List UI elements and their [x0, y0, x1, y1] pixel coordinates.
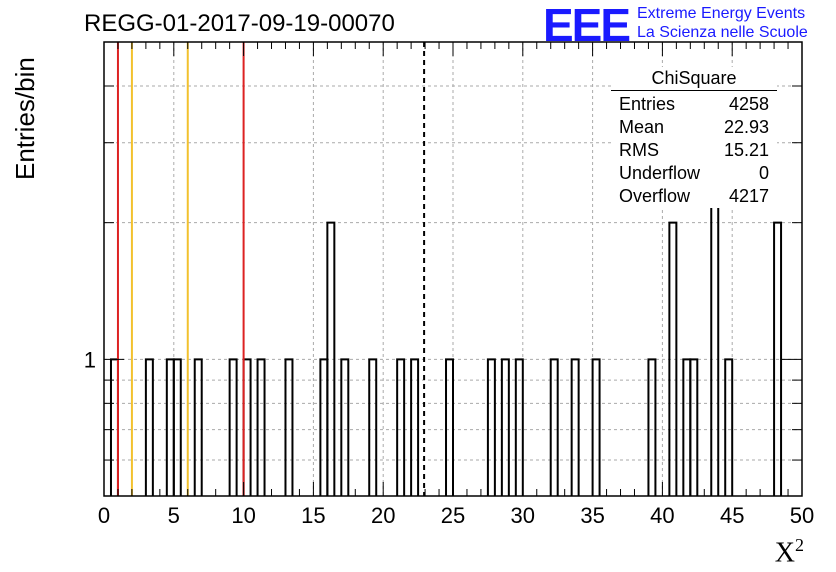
- histogram-bar: [340, 358, 350, 496]
- axis-ticks: [103, 42, 803, 496]
- threshold-lines: [116, 42, 426, 496]
- stats-row-rms: RMS 15.21: [611, 139, 777, 162]
- stats-value: 4258: [728, 94, 769, 114]
- x-tick-label: 30: [511, 503, 535, 528]
- histogram-bar: [724, 358, 734, 496]
- x-tick-label: 10: [231, 503, 255, 528]
- histogram-bar: [228, 358, 238, 496]
- histogram-bar: [256, 358, 266, 496]
- x-axis-label: X2: [775, 535, 804, 569]
- histogram-bar: [486, 358, 496, 496]
- stats-value: 22.93: [723, 117, 769, 137]
- histogram-bars: [109, 141, 783, 496]
- tick-labels: 0 5 10 15 20 25 30 35 40 45 50 1: [84, 347, 814, 528]
- stats-label: Underflow: [619, 163, 701, 183]
- x-tick-label: 35: [580, 503, 604, 528]
- stats-box-title: ChiSquare: [611, 67, 777, 91]
- x-axis-label-superscript: 2: [795, 535, 804, 555]
- x-tick-label: 50: [790, 503, 814, 528]
- stats-box: ChiSquare Entries 4258 Mean 22.93 RMS 15…: [611, 67, 777, 208]
- histogram-bar: [500, 358, 510, 496]
- histogram-bar: [549, 358, 559, 496]
- stats-label: RMS: [619, 140, 659, 160]
- x-tick-label: 0: [98, 503, 110, 528]
- eee-logo-mark: EEE: [543, 0, 631, 51]
- x-tick-label: 40: [650, 503, 674, 528]
- stats-row-underflow: Underflow 0: [611, 162, 777, 185]
- x-tick-label: 20: [371, 503, 395, 528]
- x-tick-label: 5: [168, 503, 180, 528]
- histogram-bar: [591, 358, 601, 496]
- stats-row-overflow: Overflow 4217: [611, 185, 777, 208]
- x-axis-label-base: X: [774, 537, 795, 569]
- stats-value: 4217: [728, 186, 769, 206]
- histogram-bar: [410, 358, 420, 496]
- x-tick-label: 25: [441, 503, 465, 528]
- stats-row-entries: Entries 4258: [611, 93, 777, 116]
- stats-label: Overflow: [619, 186, 691, 206]
- stats-row-mean: Mean 22.93: [611, 116, 777, 139]
- histogram-bar: [284, 358, 294, 496]
- histogram-bar: [689, 358, 699, 496]
- logo-line-1: Extreme Energy Events: [637, 5, 806, 22]
- histogram-bar: [396, 358, 406, 496]
- histogram-bar: [445, 358, 454, 496]
- y-tick-label: 1: [84, 347, 96, 372]
- x-tick-label: 15: [301, 503, 325, 528]
- histogram-bar: [326, 221, 336, 496]
- y-axis-label: Entries/bin: [10, 57, 40, 180]
- y-axis-label-wrap: Entries/bin: [10, 40, 40, 180]
- x-tick-label: 45: [720, 503, 744, 528]
- histogram-bar: [514, 358, 524, 496]
- stats-value: 15.21: [723, 140, 769, 160]
- histogram-bar: [144, 358, 154, 496]
- histogram-bar: [773, 221, 783, 496]
- histogram-bar: [368, 358, 378, 496]
- chart-title: REGG-01-2017-09-19-00070: [84, 10, 395, 37]
- histogram-bar: [668, 221, 678, 496]
- stats-value: 0: [758, 163, 769, 183]
- stats-label: Entries: [619, 94, 676, 114]
- histogram-bar: [172, 358, 182, 496]
- histogram-bar: [647, 358, 657, 496]
- histogram-bar: [570, 358, 580, 496]
- stats-label: Mean: [619, 117, 665, 137]
- logo-line-2: La Scienza nelle Scuole: [637, 24, 808, 41]
- histogram-bar: [193, 358, 203, 496]
